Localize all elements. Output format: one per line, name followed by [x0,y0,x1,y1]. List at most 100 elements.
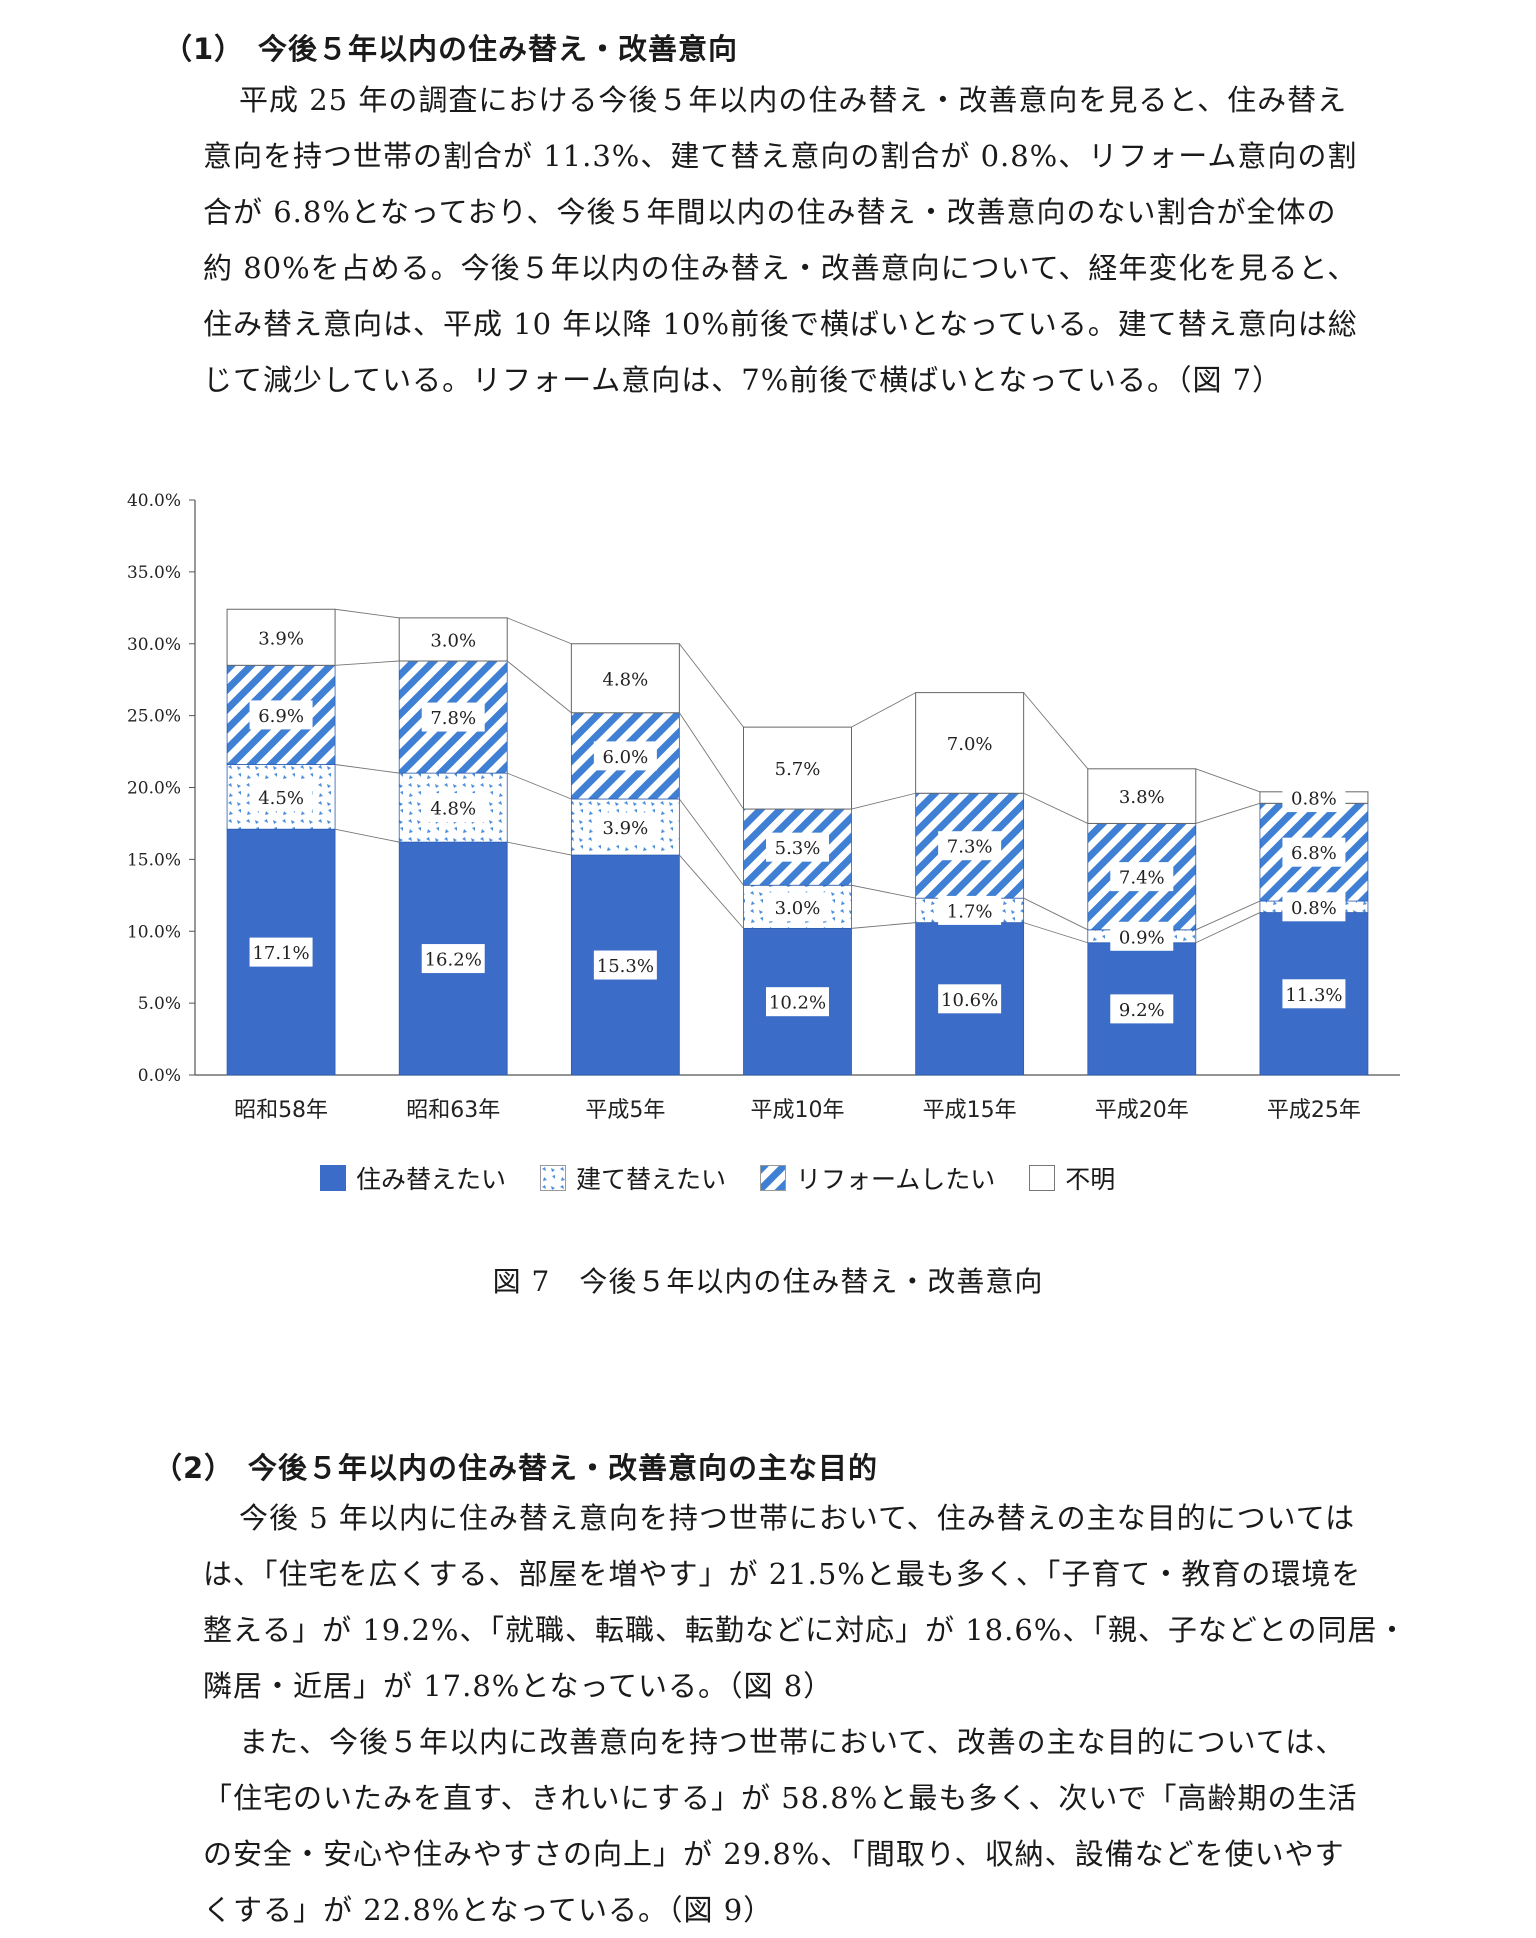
data-label: 5.3% [775,838,821,859]
data-label-box [766,832,829,862]
data-label: 7.4% [1119,868,1165,889]
data-label: 3.9% [258,628,304,649]
data-label: 10.2% [769,993,826,1014]
paragraph-line: 今後 5 年以内に住み替え意向を持つ世帯において、住み替えの主な目的については [239,1501,1356,1535]
paragraph-line: じて減少している。リフォーム意向は、7%前後で横ばいとなっている。（図 7） [203,363,1283,397]
series-connector-line [678,798,744,886]
data-label: 3.0% [430,630,476,651]
dotted-swatch-icon [540,1165,567,1191]
category-label: 平成20年 [1095,1098,1189,1123]
legend-item-sumikae: 住み替えたい [320,1160,506,1196]
data-label: 9.2% [1119,1000,1165,1021]
data-label: 6.9% [258,706,304,727]
paragraph-line: 意向を持つ世帯の割合が 11.3%、建て替え意向の割合が 0.8%、リフォーム意… [203,139,1358,173]
series-connector-line [1023,692,1089,770]
data-label: 7.3% [947,837,993,858]
series-connector-line [851,922,916,929]
series-connector-line [1195,912,1261,944]
data-label: 4.5% [258,788,304,809]
data-label: 7.8% [430,708,476,729]
series-connector-line [851,884,916,899]
series-connector-line [335,764,400,774]
section-1-paragraph: 平成 25 年の調査における今後５年以内の住み替え・改善意向を見ると、住み替え … [203,72,1425,408]
series-connector-line [678,712,744,810]
data-label-box [249,622,313,652]
y-tick-label: 15.0% [127,850,181,870]
data-label: 3.9% [602,818,648,839]
y-tick-label: 0.0% [138,1066,181,1086]
paragraph-line: 「住宅のいたみを直す、きれいにする」が 58.8%と最も多く、次いで「高齢期の生… [203,1781,1358,1815]
data-label: 11.3% [1285,985,1342,1006]
series-connector-line [335,660,400,666]
legend-item-reform: リフォームしたい [760,1160,995,1196]
data-label-box [1282,979,1346,1009]
data-label: 15.3% [597,956,654,977]
paragraph-line: は、「住宅を広くする、部屋を増やす」が 21.5%と最も多く、「子育て・教育の環… [203,1557,1362,1591]
legend-item-fumei: 不明 [1029,1160,1115,1196]
data-label-box [421,793,485,823]
paragraph-line: 住み替え意向は、平成 10 年以降 10%前後で横ばいとなっている。建て替え意向… [203,307,1358,341]
data-label: 16.2% [425,950,482,971]
data-label-box [593,812,657,842]
white-swatch-icon [1029,1165,1056,1191]
data-label: 5.7% [775,759,821,780]
data-label-box [1282,837,1346,867]
data-label: 7.0% [947,734,993,755]
paragraph-line: 約 80%を占める。今後５年以内の住み替え・改善意向について、経年変化を見ると、 [203,251,1358,285]
category-label: 平成15年 [923,1098,1017,1123]
data-label: 6.0% [602,747,648,768]
paragraph-line: また、今後５年以内に改善意向を持つ世帯において、改善の主な目的については、 [239,1725,1346,1759]
data-label-box [593,950,657,980]
category-label: 平成5年 [585,1098,665,1123]
stacked-bar-chart: 0.0% 5.0% 10.0% 15.0% 20.0% 25.0% 30.0% 35.0% 40… [127,491,1400,1123]
data-label: 10.6% [941,990,998,1011]
section-1-number: （1） [163,32,245,66]
legend-label: 不明 [1065,1165,1116,1194]
y-tick-label: 5.0% [138,994,181,1014]
section-1-title: 今後５年以内の住み替え・改善意向 [258,32,739,66]
series-connector-line [1195,802,1261,824]
data-label: 0.8% [1291,898,1337,919]
data-label-box [766,987,829,1017]
data-label-box [1282,783,1346,813]
series-connector-line [1023,897,1088,931]
data-label-box [421,702,485,732]
data-label-box [593,663,657,693]
category-label: 昭和63年 [406,1098,500,1123]
figure-caption: 図 7 今後５年以内の住み替え・改善意向 [492,1265,1044,1298]
data-label-box [938,984,1002,1014]
section-2-heading: （2） 今後５年以内の住み替え・改善意向の主な目的 [153,1445,878,1487]
y-tick-label: 30.0% [127,635,181,655]
paragraph-line: の安全・安心や住みやすさの向上」が 29.8%、「間取り、収納、設備などを使いや… [203,1837,1345,1871]
data-label: 4.8% [430,799,476,820]
series-connector-line [1195,900,1261,931]
series-connector-line [851,792,916,810]
data-label: 6.8% [1291,843,1337,864]
solid-swatch-icon [320,1165,346,1191]
y-tick-label: 25.0% [127,707,181,727]
legend-label: リフォームしたい [796,1165,996,1194]
paragraph-line: 隣居・近居」が 17.8%となっている。（図 8） [203,1669,834,1703]
data-label: 4.8% [602,669,648,690]
data-label: 3.0% [775,898,821,919]
data-label: 17.1% [252,943,309,964]
data-label: 0.8% [1291,789,1337,810]
data-label-box [1282,892,1346,922]
y-tick-label: 10.0% [127,922,181,942]
paragraph-line: 整える」が 19.2%、「就職、転職、転勤などに対応」が 18.6%、「親、子な… [203,1613,1408,1647]
category-label: 平成25年 [1267,1098,1361,1123]
legend-label: 住み替えたい [356,1165,507,1194]
series-connector-line [851,692,916,728]
legend-item-tatekae: 建て替えたい [540,1160,726,1196]
series-connector-line [334,828,400,843]
legend-label: 建て替えたい [576,1165,727,1194]
data-label-box [938,728,1002,758]
series-connector-line [1023,792,1088,824]
series-connector-line [507,841,572,856]
data-label-box [1110,994,1174,1024]
data-label-box [249,937,313,967]
section-2-number: （2） [153,1451,235,1485]
y-tick-label: 35.0% [127,563,181,583]
series-connector-line [507,772,572,800]
data-label-box [766,753,829,783]
